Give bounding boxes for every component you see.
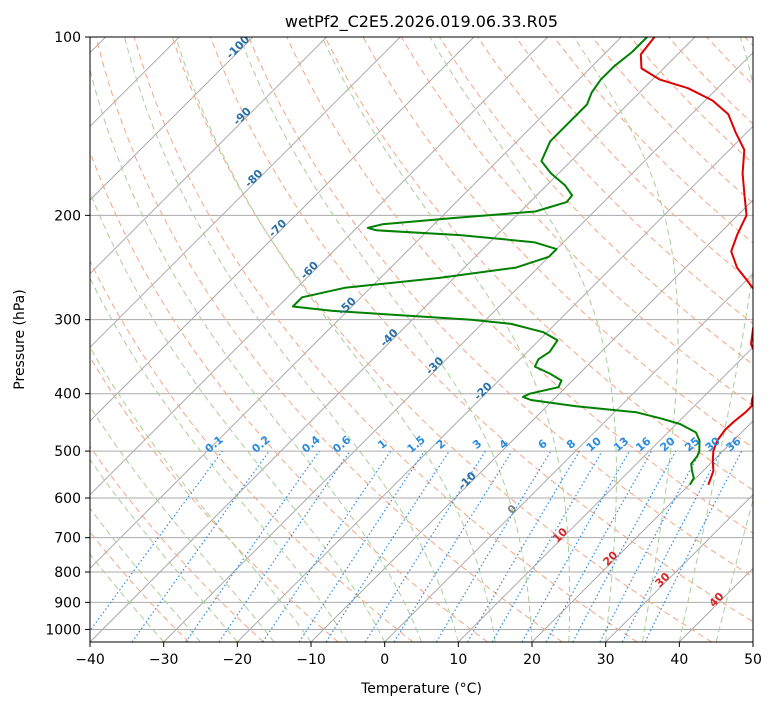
dry-adiabat-line: [133, 37, 638, 642]
y-tick-label: 600: [54, 491, 81, 507]
mixing-ratio-line: [393, 450, 513, 642]
isotherm-line: [163, 51, 753, 642]
dry-adiabat-line: [286, 37, 753, 534]
mixing-ratio-line: [262, 450, 392, 642]
moist-adiabat-line: [90, 346, 312, 642]
y-tick-label: 500: [54, 444, 81, 460]
dry-adiabat-line: [171, 37, 712, 642]
x-tick-label: −40: [75, 652, 105, 668]
isotherm-line: [605, 493, 753, 642]
y-tick-label: 800: [54, 565, 81, 581]
moist-adiabat-line: [429, 37, 617, 642]
mixing-ratio-line: [185, 450, 320, 642]
mixing-ratio-line: [298, 450, 425, 642]
moist-adiabat-line: [90, 458, 238, 642]
mixing-ratio-line: [545, 450, 653, 642]
mixing-ratio-line: [131, 450, 270, 642]
x-tick-label: 30: [597, 652, 615, 668]
x-tick-label: 50: [744, 652, 762, 668]
moist-adiabat-line: [90, 67, 422, 642]
x-tick-label: 20: [523, 652, 541, 668]
moist-adiabat-line: [90, 190, 386, 642]
mixing-ratio-line: [90, 450, 223, 632]
y-tick-label: 900: [54, 595, 81, 611]
y-tick-label: 100: [54, 30, 81, 46]
x-tick-label: −10: [296, 652, 326, 668]
moist-adiabat-line: [715, 498, 753, 642]
moist-adiabat-line: [90, 277, 349, 642]
isotherm-line: [90, 37, 254, 201]
moist-adiabat-line: [90, 507, 201, 642]
background-lines: [90, 37, 753, 642]
dry-adiabat-line: [90, 356, 339, 642]
isotherm-line: [90, 37, 401, 349]
isotherm-line: [90, 37, 549, 496]
axes: −40 −30 −20 −10 0 10 20 30 40 50 1000 900 800 700 600 5…: [45, 30, 762, 668]
isotherm-line: [236, 125, 753, 642]
sounding-series: [291, 37, 753, 486]
dry-adiabat-line: [95, 37, 563, 642]
x-tick-label: −20: [223, 652, 253, 668]
isotherm-line: [457, 346, 753, 642]
moist-adiabat-line: [321, 37, 571, 642]
dry-adiabat-line: [248, 37, 753, 578]
chart-title: wetPf2_C2E5.2026.019.06.33.R05: [285, 12, 558, 32]
isotherm-line: [531, 420, 753, 642]
moist-adiabat-line: [124, 37, 459, 642]
moist-adiabat-line: [90, 405, 275, 642]
y-tick-label: 400: [54, 387, 81, 403]
dewpoint-profile-line: [291, 37, 701, 486]
mixing-ratio-line: [325, 450, 450, 642]
dry-adiabat-line: [90, 445, 264, 642]
x-axis-title: Temperature (°C): [360, 681, 482, 697]
plot-frame: [89, 36, 754, 643]
dry-adiabat-line: [324, 37, 753, 491]
moist-adiabat-line: [239, 37, 533, 642]
y-tick-label: 700: [54, 531, 81, 547]
x-tick-label: 40: [670, 652, 688, 668]
moist-adiabat-line: [573, 37, 679, 642]
x-tick-label: 0: [380, 652, 389, 668]
y-axis-title: Pressure (hPa): [12, 289, 28, 389]
moist-adiabat-line: [175, 37, 496, 642]
mixing-ratio-line: [644, 450, 743, 642]
moist-adiabat-line: [90, 553, 165, 642]
isotherm-line: [384, 272, 753, 642]
y-tick-label: 1000: [45, 622, 81, 638]
mixing-ratio-line: [572, 450, 677, 642]
dry-adiabat-line: [90, 259, 414, 642]
temperature-profile-line: [639, 37, 753, 486]
y-tick-label: 200: [54, 208, 81, 224]
isotherm-line: [90, 37, 475, 422]
isotherm-line: [90, 37, 622, 570]
dry-adiabat-line: [210, 37, 753, 623]
mixing-ratio-line: [218, 450, 351, 642]
y-tick-label: 300: [54, 313, 81, 329]
x-tick-label: −30: [149, 652, 179, 668]
x-tick-label: 10: [449, 652, 467, 668]
mixing-ratio-line: [521, 450, 631, 642]
isotherm-line: [90, 37, 328, 275]
moist-adiabat-line: [678, 37, 753, 642]
dry-adiabat-line: [515, 37, 753, 284]
